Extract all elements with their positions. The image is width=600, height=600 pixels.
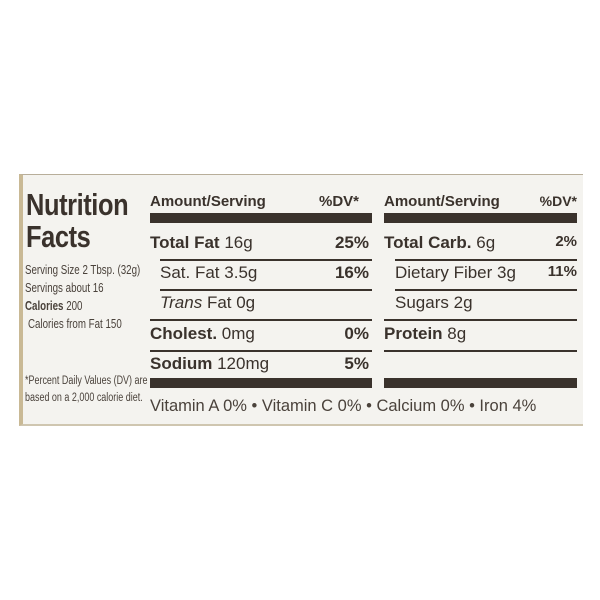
right-footer-bar — [384, 378, 577, 388]
nutrient-name: Protein — [384, 324, 443, 343]
nutrient-amount: 3.5g — [224, 263, 258, 282]
dv-total-carb: 2% — [555, 233, 577, 250]
nutrient-name: Total Carb. — [384, 233, 472, 252]
divider — [160, 289, 372, 291]
divider — [395, 259, 577, 261]
nutrient-amount: 0mg — [221, 324, 255, 343]
left-header-bar — [150, 213, 372, 223]
row-total-fat: Total Fat 16g — [150, 233, 253, 253]
nutrition-label: Nutrition Facts Serving Size 2 Tbsp. (32g… — [19, 174, 583, 426]
row-dietary-fiber: Dietary Fiber 3g — [395, 263, 516, 283]
row-total-carb: Total Carb. 6g — [384, 233, 495, 253]
row-cholesterol: Cholest. 0mg — [150, 324, 255, 344]
nutrient-name: Sodium — [150, 354, 213, 373]
nutrient-name: Trans — [160, 293, 203, 312]
row-trans-fat: Trans Fat 0g — [160, 293, 255, 313]
nutrient-name: Sugars — [395, 293, 449, 312]
nutrient-amount: 6g — [476, 233, 496, 252]
right-header-bar — [384, 213, 577, 223]
calories: Calories 200 — [25, 299, 82, 313]
nutrient-name: Total Fat — [150, 233, 220, 252]
nutrient-name: Sat. Fat — [160, 263, 220, 282]
nutrient-amount: 3g — [497, 263, 516, 282]
row-sodium: Sodium 120mg — [150, 354, 269, 374]
nutrient-amount: 8g — [447, 324, 467, 343]
calories-from-fat: Calories from Fat 150 — [28, 317, 122, 331]
label-title: Nutrition Facts — [26, 187, 129, 254]
footnote-line-1: *Percent Daily Values (DV) are — [25, 375, 148, 387]
calories-value: 200 — [66, 299, 83, 313]
nutrient-name: Cholest. — [150, 324, 218, 343]
divider — [150, 319, 372, 321]
dv-dietary-fiber: 11% — [547, 263, 577, 280]
footnote-line-2: based on a 2,000 calorie diet. — [25, 392, 143, 404]
title-line-1: Nutrition — [26, 187, 129, 222]
title-line-2: Facts — [26, 219, 91, 254]
nutrient-amount: Fat 0g — [206, 293, 256, 312]
nutrient-amount: 16g — [224, 233, 253, 252]
left-footer-bar — [150, 378, 372, 388]
divider — [150, 350, 372, 352]
left-header-dv: %DV* — [319, 193, 360, 210]
row-sugars: Sugars 2g — [395, 293, 473, 313]
dv-cholesterol: 0% — [344, 324, 369, 343]
nutrient-amount: 120mg — [217, 354, 270, 373]
divider — [384, 350, 577, 352]
nutrient-amount: 2g — [453, 293, 473, 312]
row-sat-fat: Sat. Fat 3.5g — [160, 263, 257, 283]
vitamins-line: Vitamin A 0% • Vitamin C 0% • Calcium 0%… — [150, 397, 537, 415]
dv-sodium: 5% — [344, 354, 369, 373]
calories-label: Calories — [25, 299, 64, 313]
divider — [384, 319, 577, 321]
right-header-amount: Amount/Serving — [384, 193, 500, 210]
serving-size: Serving Size 2 Tbsp. (32g) — [25, 263, 141, 277]
divider — [395, 289, 577, 291]
left-header-amount: Amount/Serving — [150, 193, 266, 210]
nutrient-name: Dietary Fiber — [395, 263, 493, 282]
servings: Servings about 16 — [25, 281, 104, 295]
right-header-dv: %DV* — [539, 193, 577, 209]
dv-sat-fat: 16% — [334, 263, 369, 282]
row-protein: Protein 8g — [384, 324, 466, 344]
dv-total-fat: 25% — [334, 233, 369, 252]
divider — [160, 259, 372, 261]
